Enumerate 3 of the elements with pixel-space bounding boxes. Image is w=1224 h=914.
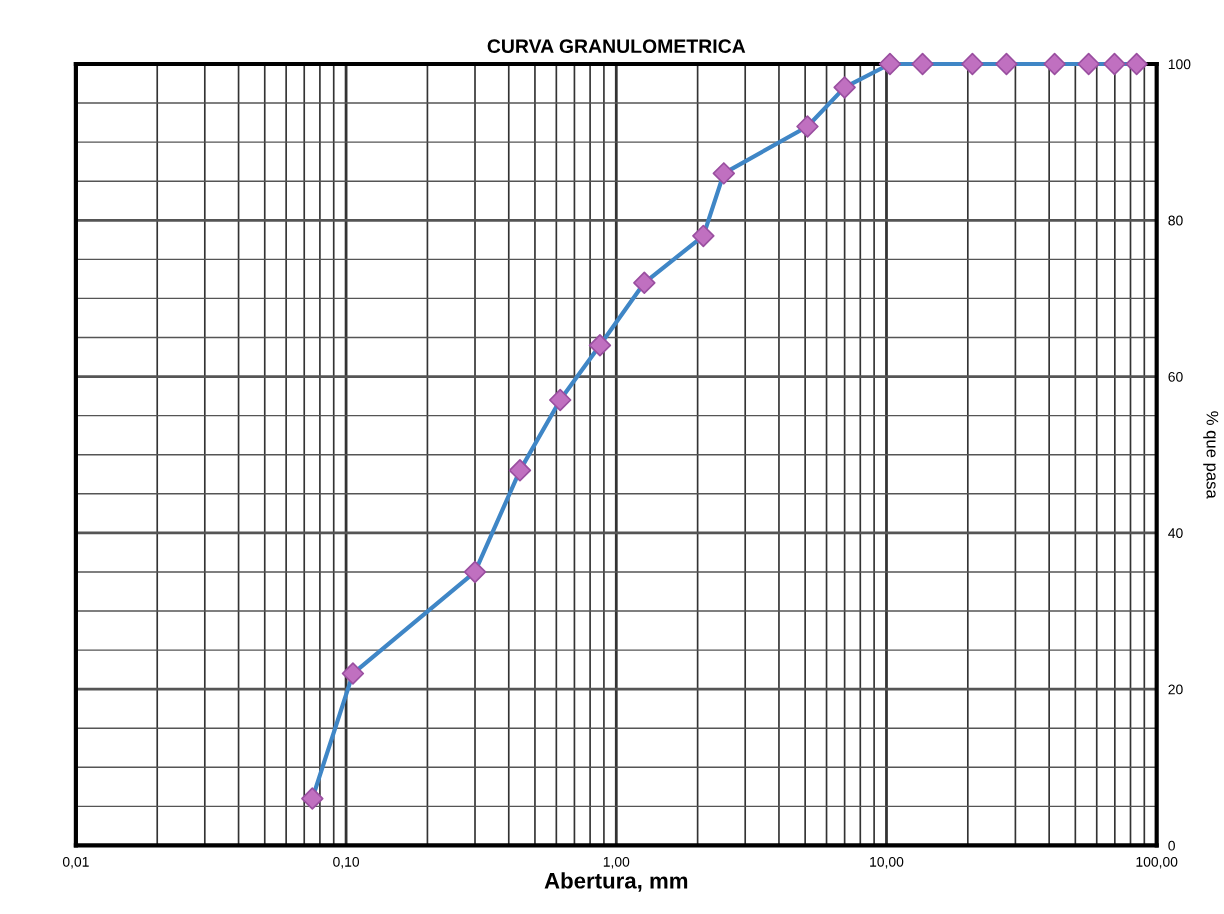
chart-title: CURVA GRANULOMETRICA — [487, 39, 746, 54]
x-axis-title: Abertura, mm — [544, 872, 688, 892]
y-axis-title: % que pasa — [1203, 411, 1219, 499]
